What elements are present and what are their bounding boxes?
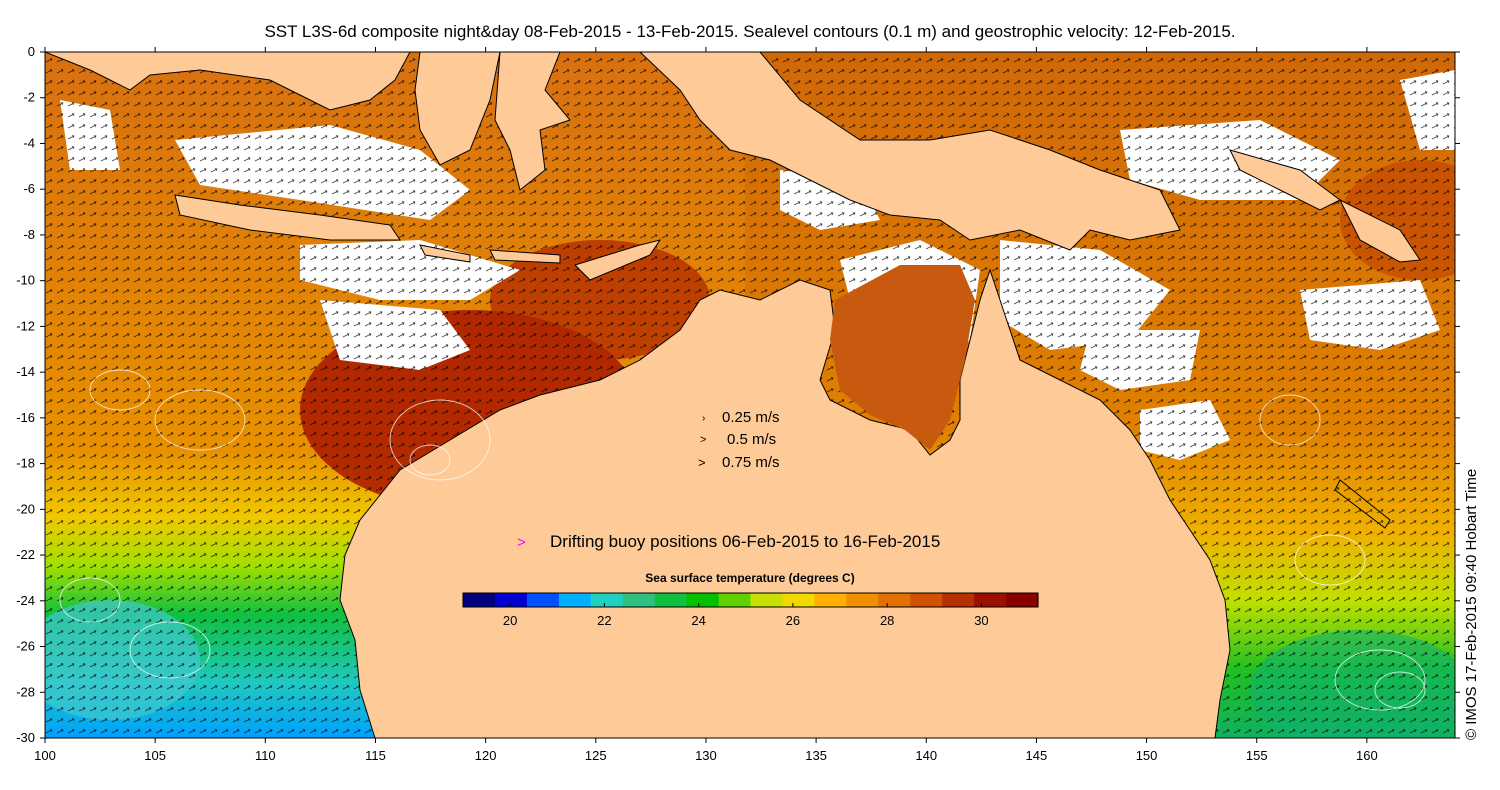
x-tick-label: 145 bbox=[1026, 748, 1048, 763]
solomon-islands-land bbox=[1338, 198, 1421, 263]
velocity-label-2: 0.5 m/s bbox=[727, 431, 776, 448]
map-layers bbox=[45, 52, 1455, 738]
australia-land bbox=[339, 268, 1231, 738]
colorbar-swatch bbox=[590, 593, 624, 607]
colorbar-swatch bbox=[750, 593, 784, 607]
colorbar-swatch bbox=[1006, 593, 1039, 607]
colorbar-swatch bbox=[718, 593, 752, 607]
colorbar-swatch bbox=[558, 593, 592, 607]
colorbar-swatch bbox=[846, 593, 879, 607]
y-tick-label: -24 bbox=[16, 593, 35, 608]
velocity-arrow-large: > bbox=[698, 455, 706, 470]
y-tick-label: -10 bbox=[16, 273, 35, 288]
velocity-legend: › 0.25 m/s > 0.5 m/s > 0.75 m/s bbox=[698, 409, 780, 471]
sulawesi-land bbox=[494, 52, 571, 191]
y-tick-label: -28 bbox=[16, 684, 35, 699]
x-tick-label: 115 bbox=[365, 748, 386, 763]
new-britain-land bbox=[1229, 149, 1341, 211]
y-tick-label: -14 bbox=[16, 364, 35, 379]
y-tick-label: -12 bbox=[16, 318, 35, 333]
borneo-main bbox=[414, 52, 501, 166]
x-tick-label: 150 bbox=[1136, 748, 1158, 763]
colorbar-swatch bbox=[814, 593, 847, 607]
x-tick-label: 140 bbox=[915, 748, 937, 763]
sea-level-contours bbox=[59, 369, 1426, 711]
y-tick-label: -22 bbox=[16, 547, 35, 562]
velocity-arrow-mid: > bbox=[700, 434, 706, 446]
colorbar-swatch bbox=[910, 593, 943, 607]
colorbar-tick-label: 26 bbox=[786, 613, 800, 628]
velocity-arrow-small: › bbox=[702, 413, 705, 424]
x-tick-label: 130 bbox=[695, 748, 717, 763]
colorbar-tick-label: 30 bbox=[974, 613, 988, 628]
y-tick-label: -30 bbox=[16, 730, 35, 745]
buoy-marker-icon: > bbox=[517, 534, 526, 551]
buoy-legend: > Drifting buoy positions 06-Feb-2015 to… bbox=[517, 532, 940, 551]
borneo-land bbox=[45, 52, 411, 111]
colorbar-swatch bbox=[654, 593, 688, 607]
colorbar-swatch bbox=[463, 593, 496, 607]
x-tick-label: 100 bbox=[34, 748, 56, 763]
colorbar-swatch bbox=[622, 593, 656, 607]
plot-frame bbox=[44, 51, 1456, 739]
colorbar-frame bbox=[462, 592, 1039, 608]
colorbar-title: Sea surface temperature (degrees C) bbox=[645, 571, 854, 585]
y-tick-label: -16 bbox=[16, 410, 35, 425]
x-tick-label: 135 bbox=[805, 748, 827, 763]
x-tick-label: 105 bbox=[144, 748, 166, 763]
colorbar-swatch bbox=[878, 593, 911, 607]
x-tick-label: 120 bbox=[475, 748, 497, 763]
velocity-label-3: 0.75 m/s bbox=[722, 454, 780, 471]
longitude-axis: 100 105 110 115 120 125 130 135 140 145 150 155 160 bbox=[34, 47, 1378, 763]
colorbar-ticks: 20 22 24 26 28 30 bbox=[503, 603, 989, 628]
land-masses bbox=[45, 52, 1421, 738]
colorbar-swatch bbox=[686, 593, 720, 607]
x-tick-label: 110 bbox=[255, 748, 276, 763]
y-tick-label: -2 bbox=[23, 90, 35, 105]
lesser-sunda-1 bbox=[419, 244, 471, 263]
timor-land bbox=[574, 239, 662, 281]
colorbar-swatch bbox=[494, 593, 528, 607]
colorbar-tick-label: 20 bbox=[503, 613, 517, 628]
colorbar-tick-label: 22 bbox=[597, 613, 611, 628]
x-tick-label: 160 bbox=[1356, 748, 1378, 763]
latitude-axis: 0 -2 -4 -6 -8 -10 -12 -14 -16 -18 -20 -22 -24 -26 -28 -… bbox=[16, 44, 1460, 745]
y-tick-label: -8 bbox=[23, 227, 35, 242]
java-land bbox=[174, 194, 401, 241]
colorbar-swatch bbox=[782, 593, 815, 607]
lesser-sunda-2 bbox=[489, 249, 561, 264]
y-tick-label: 0 bbox=[28, 44, 35, 59]
map-title: SST L3S-6d composite night&day 08-Feb-20… bbox=[264, 22, 1236, 41]
y-tick-label: -6 bbox=[23, 181, 35, 196]
new-caledonia-land bbox=[1334, 479, 1391, 529]
velocity-label-1: 0.25 m/s bbox=[722, 409, 780, 426]
colorbar-swatches bbox=[463, 593, 1039, 607]
colorbar-swatch bbox=[526, 593, 560, 607]
x-tick-label: 125 bbox=[585, 748, 607, 763]
colorbar-swatch bbox=[942, 593, 975, 607]
y-tick-label: -18 bbox=[16, 456, 35, 471]
y-tick-label: -26 bbox=[16, 639, 35, 654]
new-guinea-land bbox=[639, 52, 1181, 251]
y-tick-label: -4 bbox=[23, 135, 35, 150]
sst-colorbar: Sea surface temperature (degrees C) 20 22… bbox=[462, 571, 1039, 628]
colorbar-tick-label: 24 bbox=[691, 613, 705, 628]
y-tick-label: -20 bbox=[16, 501, 35, 516]
buoy-legend-label: Drifting buoy positions 06-Feb-2015 to 1… bbox=[550, 532, 940, 551]
colorbar-tick-label: 28 bbox=[880, 613, 894, 628]
gulf-of-carpentaria bbox=[830, 265, 975, 450]
colorbar-swatch bbox=[974, 593, 1007, 607]
x-tick-label: 155 bbox=[1246, 748, 1268, 763]
imos-credit: © IMOS 17-Feb-2015 09:40 Hobart Time bbox=[1463, 468, 1480, 740]
